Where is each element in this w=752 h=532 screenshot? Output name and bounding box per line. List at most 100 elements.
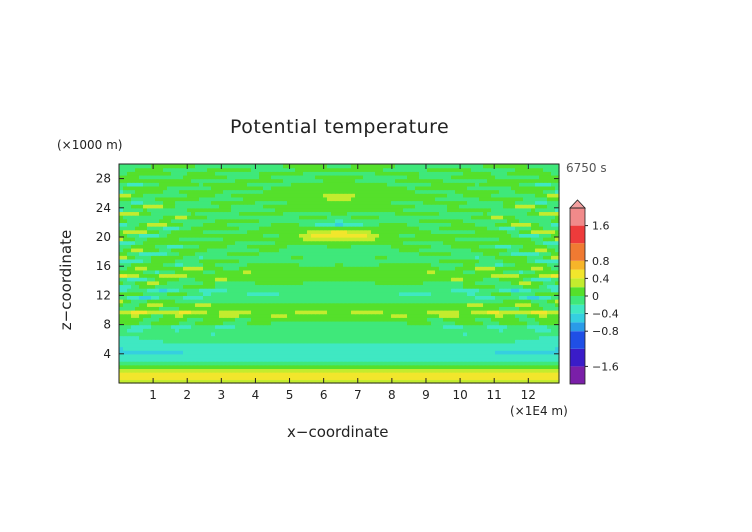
heatmap-cell — [431, 328, 436, 333]
heatmap-cell — [555, 328, 560, 333]
heatmap-cell — [219, 291, 224, 296]
heatmap-cell — [515, 324, 520, 329]
heatmap-cell — [343, 320, 348, 326]
heatmap-cell — [555, 222, 560, 227]
heatmap-cell — [215, 258, 220, 264]
heatmap-cell — [547, 280, 552, 286]
heatmap-cell — [187, 346, 192, 351]
heatmap-cell — [423, 364, 428, 369]
heatmap-cell — [547, 320, 552, 326]
heatmap-cell — [299, 244, 304, 249]
heatmap-cell — [207, 258, 212, 264]
heatmap-cell — [131, 255, 136, 260]
heatmap-cell — [503, 226, 508, 231]
heatmap-cell — [387, 291, 392, 296]
heatmap-cell — [387, 361, 392, 366]
heatmap-cell — [455, 375, 460, 380]
heatmap-cell — [407, 233, 412, 238]
heatmap-cell — [199, 357, 204, 362]
heatmap-cell — [499, 291, 504, 296]
heatmap-cell — [351, 328, 356, 333]
heatmap-cell — [359, 218, 364, 223]
heatmap-cell — [279, 288, 284, 293]
heatmap-cell — [307, 379, 312, 384]
heatmap-cell — [459, 342, 464, 348]
heatmap-cell — [371, 328, 376, 333]
heatmap-cell — [539, 240, 544, 245]
heatmap-cell — [267, 339, 272, 344]
heatmap-cell — [231, 346, 236, 351]
heatmap-cell — [443, 255, 448, 260]
heatmap-cell — [291, 218, 296, 223]
heatmap-cell — [147, 328, 152, 333]
heatmap-cell — [275, 357, 280, 362]
heatmap-cell — [319, 320, 324, 326]
heatmap-cell — [359, 379, 364, 384]
heatmap-cell — [255, 346, 260, 351]
heatmap-cell — [491, 218, 496, 223]
heatmap-cell — [499, 229, 504, 234]
heatmap-cell — [307, 233, 312, 238]
heatmap-cell — [543, 331, 548, 337]
heatmap-cell — [231, 310, 236, 315]
heatmap-cell — [407, 280, 412, 286]
heatmap-cell — [527, 269, 532, 275]
heatmap-cell — [375, 357, 380, 362]
heatmap-cell — [451, 237, 456, 242]
heatmap-cell — [227, 247, 232, 253]
heatmap-cell — [403, 255, 408, 260]
heatmap-cell — [535, 324, 540, 329]
heatmap-cell — [399, 226, 404, 231]
heatmap-cell — [335, 247, 340, 253]
heatmap-cell — [495, 306, 500, 311]
heatmap-cell — [199, 302, 204, 307]
heatmap-cell — [187, 350, 192, 355]
heatmap-cell — [415, 353, 420, 359]
heatmap-cell — [231, 237, 236, 242]
heatmap-cell — [471, 372, 476, 377]
heatmap-cell — [159, 258, 164, 264]
heatmap-cell — [339, 266, 344, 271]
heatmap-cell — [119, 226, 124, 231]
heatmap-cell — [339, 379, 344, 384]
heatmap-cell — [355, 218, 360, 223]
heatmap-cell — [223, 280, 228, 286]
heatmap-cell — [243, 361, 248, 366]
heatmap-cell — [195, 229, 200, 234]
heatmap-cell — [403, 258, 408, 264]
heatmap-cell — [279, 269, 284, 275]
heatmap-cell — [551, 247, 556, 253]
heatmap-cell — [263, 375, 268, 380]
heatmap-cell — [327, 295, 332, 300]
heatmap-cell — [347, 251, 352, 256]
heatmap-cell — [139, 306, 144, 311]
time-label: 6750 s — [566, 161, 607, 175]
heatmap-cell — [307, 317, 312, 322]
heatmap-cell — [183, 335, 188, 340]
heatmap-cell — [411, 251, 416, 256]
heatmap-cell — [451, 226, 456, 231]
heatmap-cell — [271, 284, 276, 289]
heatmap-cell — [195, 302, 200, 307]
heatmap-cell — [551, 273, 556, 278]
heatmap-cell — [163, 361, 168, 366]
heatmap-cell — [315, 284, 320, 289]
heatmap-cell — [207, 247, 212, 253]
heatmap-cell — [507, 361, 512, 366]
heatmap-cell — [123, 237, 128, 242]
heatmap-cell — [243, 237, 248, 242]
heatmap-cell — [415, 299, 420, 304]
heatmap-cell — [379, 255, 384, 260]
heatmap-cell — [215, 237, 220, 242]
heatmap-cell — [283, 313, 288, 318]
heatmap-cell — [371, 310, 376, 315]
heatmap-cell — [295, 229, 300, 234]
heatmap-cell — [539, 361, 544, 366]
heatmap-cell — [295, 335, 300, 340]
heatmap-cell — [435, 346, 440, 351]
heatmap-cell — [335, 375, 340, 380]
heatmap-cell — [195, 353, 200, 359]
heatmap-cell — [435, 247, 440, 253]
heatmap-cell — [235, 266, 240, 271]
heatmap-cell — [507, 324, 512, 329]
